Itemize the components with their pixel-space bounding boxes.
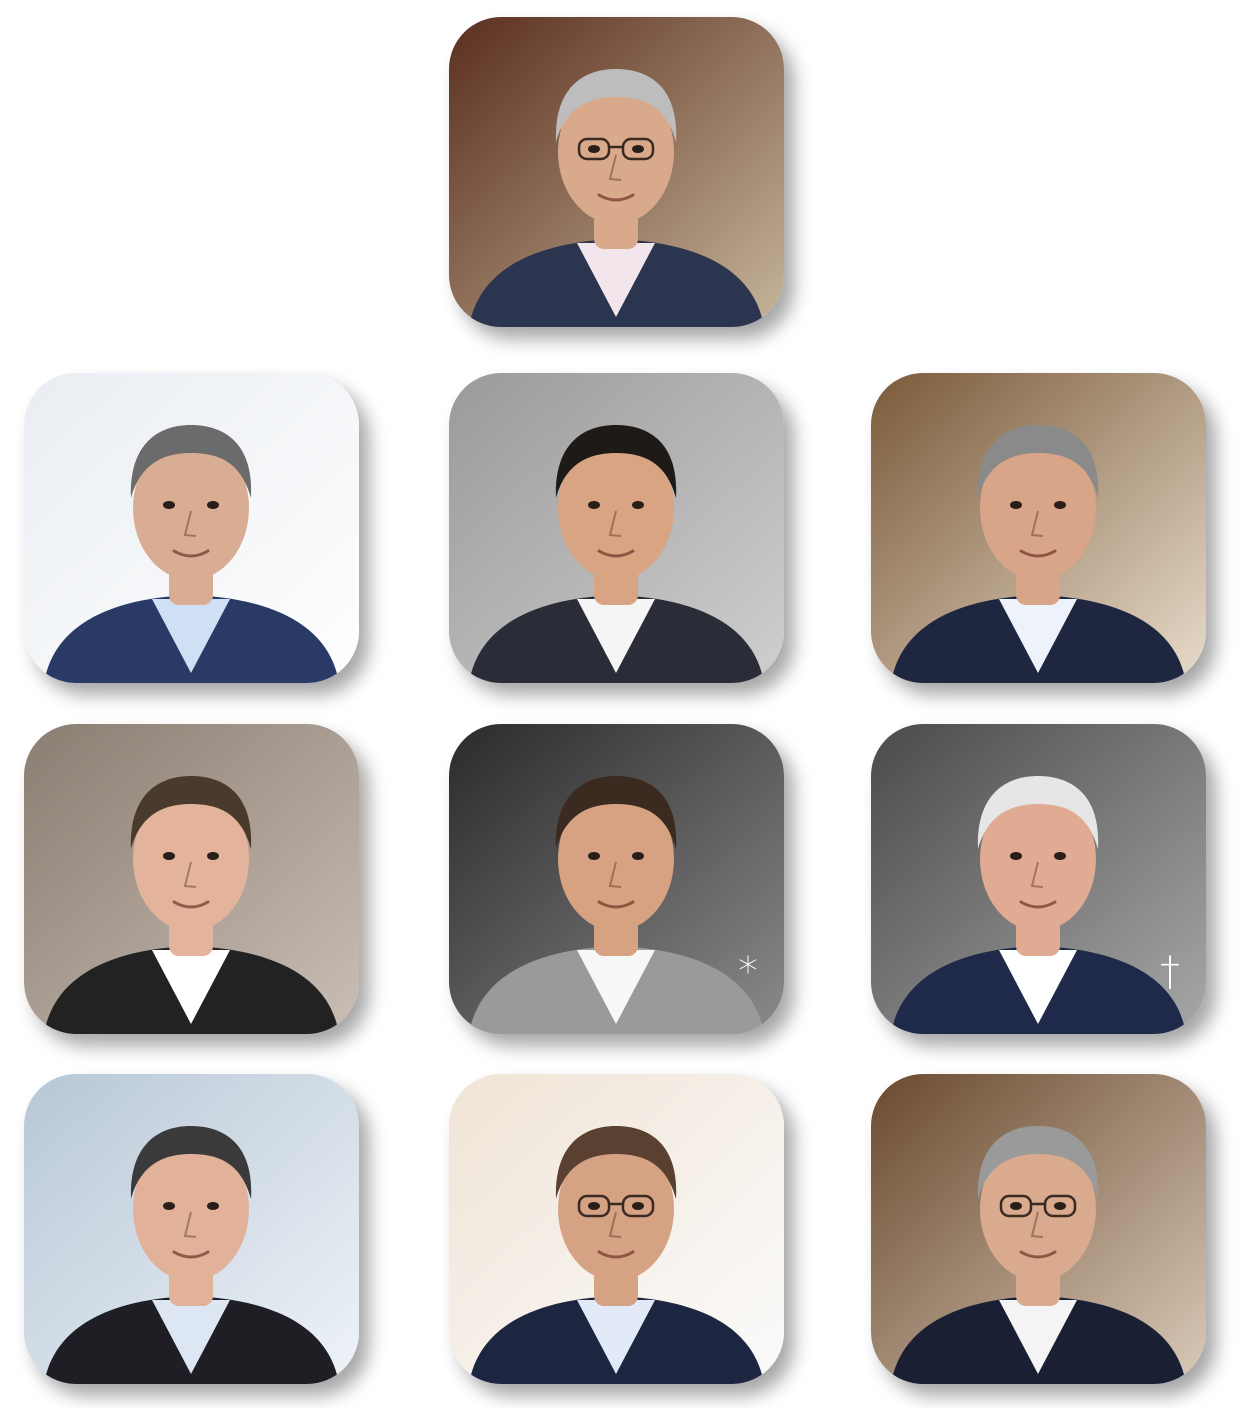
face: [980, 436, 1096, 580]
nose: [608, 861, 622, 888]
hair: [555, 425, 677, 498]
portrait-card: [449, 373, 784, 683]
face: [558, 1137, 674, 1281]
portrait-photo: [449, 17, 784, 327]
face: [133, 436, 249, 580]
left-eye: [588, 1202, 600, 1210]
asterisk-mark: *: [738, 949, 758, 995]
right-eye: [632, 501, 644, 509]
face: [558, 787, 674, 931]
portrait-card: [449, 1074, 784, 1384]
right-eye: [632, 145, 644, 153]
left-eye: [163, 501, 175, 509]
mouth: [172, 549, 210, 558]
face: [980, 787, 1096, 931]
shirt-collar: [152, 599, 230, 673]
right-eye: [207, 852, 219, 860]
nose: [183, 1211, 197, 1238]
left-eye: [588, 501, 600, 509]
glasses-right-lens: [1043, 1194, 1077, 1218]
face: [980, 1137, 1096, 1281]
right-eye: [1054, 1202, 1066, 1210]
hair: [555, 69, 677, 142]
mouth: [1019, 1250, 1057, 1259]
nose: [183, 510, 197, 537]
shirt-collar: [577, 1300, 655, 1374]
glasses-left-lens: [577, 137, 611, 161]
left-eye: [163, 1202, 175, 1210]
hair: [555, 1126, 677, 1199]
shirt-collar: [999, 599, 1077, 673]
nose: [183, 861, 197, 888]
portrait-card: [871, 1074, 1206, 1384]
hair: [977, 776, 1099, 849]
portrait-card: [24, 1074, 359, 1384]
hair: [130, 1126, 252, 1199]
portrait-photo: [871, 1074, 1206, 1384]
shirt-collar: [999, 950, 1077, 1024]
portrait-photo: [24, 373, 359, 683]
left-eye: [588, 145, 600, 153]
mouth: [597, 900, 635, 909]
portrait-photo: [449, 724, 784, 1034]
portrait-card: [24, 724, 359, 1034]
face: [133, 787, 249, 931]
portrait-card: [449, 17, 784, 327]
face: [558, 436, 674, 580]
shirt-collar: [999, 1300, 1077, 1374]
glasses-left-lens: [999, 1194, 1033, 1218]
face: [558, 80, 674, 224]
portrait-photo: [24, 724, 359, 1034]
left-eye: [588, 852, 600, 860]
glasses-left-lens: [577, 1194, 611, 1218]
mouth: [172, 1250, 210, 1259]
portrait-photo: [449, 373, 784, 683]
right-eye: [1054, 501, 1066, 509]
right-eye: [207, 1202, 219, 1210]
dagger-mark: †: [1160, 949, 1180, 995]
shirt-collar: [577, 599, 655, 673]
right-eye: [207, 501, 219, 509]
portrait-photo: [871, 724, 1206, 1034]
portrait-photo: [24, 1074, 359, 1384]
mouth: [597, 1250, 635, 1259]
hair: [555, 776, 677, 849]
mouth: [172, 900, 210, 909]
portrait-card: [871, 373, 1206, 683]
portrait-card: †: [871, 724, 1206, 1034]
right-eye: [1054, 852, 1066, 860]
glasses-right-lens: [621, 1194, 655, 1218]
shirt-collar: [577, 950, 655, 1024]
portrait-card: *: [449, 724, 784, 1034]
left-eye: [1010, 852, 1022, 860]
glasses-right-lens: [621, 137, 655, 161]
nose: [608, 154, 622, 181]
nose: [608, 1211, 622, 1238]
shirt-collar: [152, 1300, 230, 1374]
mouth: [597, 549, 635, 558]
hair: [130, 776, 252, 849]
nose: [608, 510, 622, 537]
shirt-collar: [152, 950, 230, 1024]
hair: [977, 425, 1099, 498]
right-eye: [632, 1202, 644, 1210]
mouth: [1019, 549, 1057, 558]
hair: [130, 425, 252, 498]
left-eye: [163, 852, 175, 860]
face: [133, 1137, 249, 1281]
left-eye: [1010, 1202, 1022, 1210]
shirt-collar: [577, 243, 655, 317]
hair: [977, 1126, 1099, 1199]
right-eye: [632, 852, 644, 860]
nose: [1030, 510, 1044, 537]
portrait-photo: [871, 373, 1206, 683]
mouth: [597, 193, 635, 202]
portrait-card: [24, 373, 359, 683]
mouth: [1019, 900, 1057, 909]
nose: [1030, 861, 1044, 888]
left-eye: [1010, 501, 1022, 509]
nose: [1030, 1211, 1044, 1238]
portrait-photo: [449, 1074, 784, 1384]
